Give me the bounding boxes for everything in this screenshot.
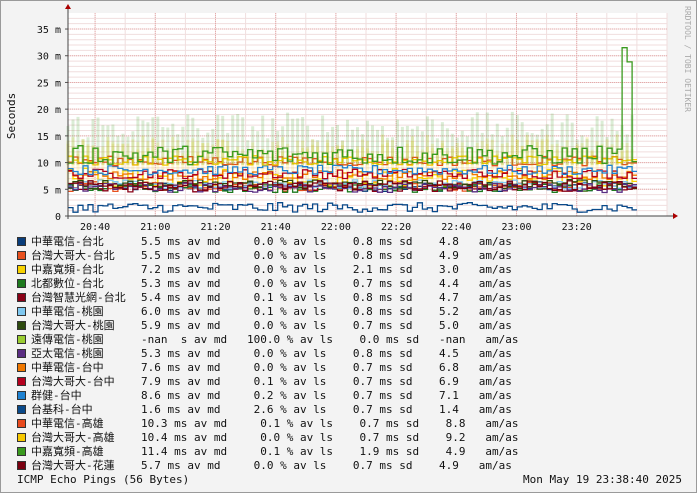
ping-chart: 0 5 m 10 m 15 m 20 m 25 m 30 m 35 m 20:40 21:00 21… bbox=[5, 4, 692, 231]
x-tick-label: 21:00 bbox=[140, 222, 170, 231]
legend-series-name: 台灣大哥大-桃園 bbox=[31, 319, 115, 332]
x-tick-label: 22:00 bbox=[321, 222, 351, 231]
legend-series-name: 台灣大哥大-花蓮 bbox=[31, 459, 115, 472]
legend-series-stats: 5.3 ms av md 0.0 % av ls 0.8 ms sd 4.5 a… bbox=[141, 347, 512, 360]
legend-swatch bbox=[17, 349, 26, 358]
y-tick-label: 15 m bbox=[37, 132, 61, 143]
series-layer bbox=[66, 47, 637, 213]
legend-series-name: 遠傳電信-桃園 bbox=[31, 333, 104, 346]
watermark: RRDTOOL / TOBI OETIKER bbox=[683, 6, 692, 112]
legend-swatch bbox=[17, 251, 26, 260]
legend-swatch bbox=[17, 433, 26, 442]
legend-series-stats: 5.5 ms av md 0.0 % av ls 0.8 ms sd 4.9 a… bbox=[141, 249, 512, 262]
y-tick-label: 30 m bbox=[37, 52, 61, 63]
legend-swatch bbox=[17, 461, 26, 470]
x-tick-label: 20:40 bbox=[80, 222, 110, 231]
x-tick-label: 23:20 bbox=[562, 222, 592, 231]
legend-series-stats: 10.4 ms av md 0.0 % av ls 0.7 ms sd 9.2 … bbox=[141, 431, 519, 444]
legend-series-name: 中嘉寬頻-高雄 bbox=[31, 445, 104, 458]
y-tick-label: 20 m bbox=[37, 105, 61, 116]
x-axis-arrow bbox=[673, 213, 678, 219]
legend-series-stats: -nan s av md 100.0 % av ls 0.0 ms sd -na… bbox=[141, 333, 519, 346]
series-line bbox=[68, 202, 637, 213]
legend-series-name: 台灣大哥大-高雄 bbox=[31, 431, 115, 444]
graph-caption: ICMP Echo Pings (56 Bytes) bbox=[17, 473, 190, 486]
legend-swatch bbox=[17, 279, 26, 288]
legend-swatch bbox=[17, 391, 26, 400]
legend-swatch bbox=[17, 321, 26, 330]
legend-series-stats: 11.4 ms av md 0.1 % av ls 1.9 ms sd 4.9 … bbox=[141, 445, 519, 458]
legend-series-name: 群健-台中 bbox=[31, 389, 82, 402]
y-axis-arrow bbox=[65, 4, 71, 9]
legend-series-stats: 5.3 ms av md 0.0 % av ls 0.7 ms sd 4.4 a… bbox=[141, 277, 512, 290]
legend-series-name: 中華電信-台中 bbox=[31, 361, 104, 374]
legend-series-stats: 10.3 ms av md 0.1 % av ls 0.7 ms sd 8.8 … bbox=[141, 417, 519, 430]
legend-series-stats: 5.5 ms av md 0.0 % av ls 0.8 ms sd 4.8 a… bbox=[141, 235, 512, 248]
legend-series-stats: 7.9 ms av md 0.1 % av ls 0.7 ms sd 6.9 a… bbox=[141, 375, 512, 388]
x-tick-label: 21:20 bbox=[200, 222, 230, 231]
y-tick-label: 10 m bbox=[37, 159, 61, 170]
y-tick-label: 25 m bbox=[37, 78, 61, 89]
legend-swatch bbox=[17, 237, 26, 246]
legend-series-name: 台基科-台中 bbox=[31, 403, 93, 416]
legend-swatch bbox=[17, 419, 26, 428]
series-line bbox=[68, 164, 637, 176]
legend-swatch bbox=[17, 363, 26, 372]
y-tick-label: 5 m bbox=[43, 185, 61, 196]
axis-layer: 0 5 m 10 m 15 m 20 m 25 m 30 m 35 m 20:40 21:00 21… bbox=[37, 4, 678, 231]
legend-series-name: 中華電信-台北 bbox=[31, 235, 104, 248]
x-tick-label: 23:00 bbox=[501, 222, 531, 231]
legend-series-name: 中華電信-高雄 bbox=[31, 417, 104, 430]
legend-swatch bbox=[17, 447, 26, 456]
legend-series-name: 中嘉寬頻-台北 bbox=[31, 263, 104, 276]
legend-series-name: 台灣智慧光網-台北 bbox=[31, 291, 126, 304]
legend-swatch bbox=[17, 307, 26, 316]
y-tick-label: 35 m bbox=[37, 25, 61, 36]
legend-series-stats: 5.9 ms av md 0.0 % av ls 0.7 ms sd 5.0 a… bbox=[141, 319, 512, 332]
legend-series-stats: 7.2 ms av md 0.0 % av ls 2.1 ms sd 3.0 a… bbox=[141, 263, 512, 276]
legend-series-stats: 5.7 ms av md 0.0 % av ls 0.7 ms sd 4.9 a… bbox=[141, 459, 512, 472]
legend-series-stats: 5.4 ms av md 0.1 % av ls 0.8 ms sd 4.7 a… bbox=[141, 291, 512, 304]
legend-series-name: 亞太電信-桃園 bbox=[31, 347, 104, 360]
legend-series-name: 中華電信-桃園 bbox=[31, 305, 104, 318]
series-line bbox=[68, 180, 637, 192]
legend-swatch bbox=[17, 377, 26, 386]
series-line bbox=[68, 47, 637, 166]
legend-series-stats: 7.6 ms av md 0.0 % av ls 0.7 ms sd 6.8 a… bbox=[141, 361, 512, 374]
legend-series-stats: 8.6 ms av md 0.2 % av ls 0.7 ms sd 7.1 a… bbox=[141, 389, 512, 402]
legend-series-name: 台灣大哥大-台中 bbox=[31, 375, 115, 388]
series-line bbox=[68, 168, 637, 180]
legend-swatch bbox=[17, 405, 26, 414]
legend-series-name: 台灣大哥大-台北 bbox=[31, 249, 115, 262]
x-tick-label: 21:40 bbox=[261, 222, 291, 231]
x-tick-label: 22:40 bbox=[441, 222, 471, 231]
legend-swatch bbox=[17, 335, 26, 344]
graph-timestamp: Mon May 19 23:38:40 2025 bbox=[523, 473, 682, 486]
legend-series-name: 北都數位-台北 bbox=[31, 277, 104, 290]
legend-series-stats: 6.0 ms av md 0.1 % av ls 0.8 ms sd 5.2 a… bbox=[141, 305, 512, 318]
legend-series-stats: 1.6 ms av md 2.6 % av ls 0.7 ms sd 1.4 a… bbox=[141, 403, 512, 416]
x-tick-label: 22:20 bbox=[381, 222, 411, 231]
legend-swatch bbox=[17, 293, 26, 302]
legend-swatch bbox=[17, 265, 26, 274]
y-tick-label: 0 bbox=[55, 212, 61, 223]
y-axis-label: Seconds bbox=[5, 93, 18, 139]
